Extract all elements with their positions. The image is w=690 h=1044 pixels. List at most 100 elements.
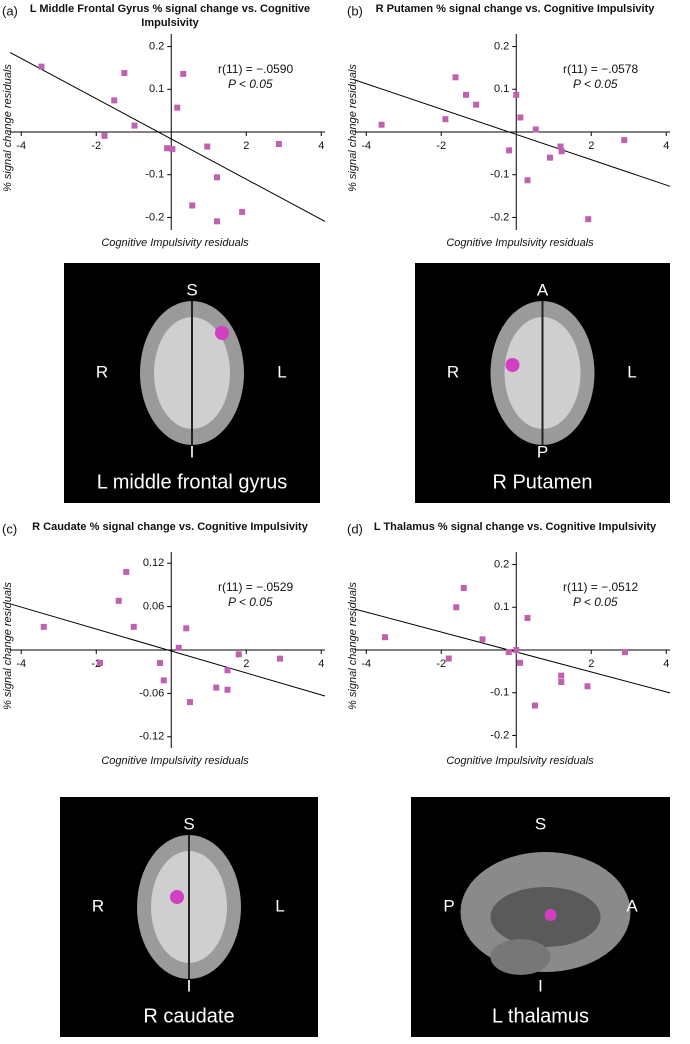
point [214,174,220,181]
orientation-label: R [447,362,459,381]
point [121,70,128,77]
orientation-label: P [443,896,454,915]
point [115,597,122,604]
point [40,623,47,630]
title-box: R Caudate % signal change vs. Cognitive … [32,521,308,533]
point [557,143,564,150]
orientation-label: L [627,362,636,381]
point [517,114,524,121]
point [463,91,469,98]
x-tick-label: -2 [436,140,446,152]
x-axis-label: Cognitive Impulsivity residuals [101,755,249,767]
chart-title: L Middle Frontal Gyrus % signal change v… [29,3,311,29]
x-tick-label: -4 [16,658,26,670]
point [214,218,220,225]
title-box: L Middle Frontal Gyrus % signal change v… [29,3,311,29]
brain-image: S R L I L middle frontal gyrus [64,263,320,503]
point [111,97,118,104]
point [275,140,282,147]
orientation-label: R [96,362,108,381]
x-tick-label: -2 [436,658,446,670]
point [130,623,137,630]
chart-title: R Putamen % signal change vs. Cognitive … [375,3,655,15]
x-axis-label: Cognitive Impulsivity residuals [101,237,249,249]
point [101,132,108,139]
point [460,585,467,592]
point [235,651,242,658]
fit-line [354,608,671,694]
panel-label: (a) [2,3,18,18]
point [97,660,103,667]
point [174,104,181,111]
point [453,604,460,611]
orientation-label: R [92,896,104,915]
chart-title: R Caudate % signal change vs. Cognitive … [32,521,308,533]
y-tick-label: -0.12 [139,731,164,743]
orientation-label: I [187,976,192,995]
fit-line [354,79,671,187]
y-tick-label: 0.1 [494,601,509,613]
orientation-label: I [190,442,195,461]
x-tick-label: 2 [243,140,249,152]
point [524,614,531,621]
fit-line [9,603,326,697]
region-label: R Putamen [492,471,592,493]
title-box: R Putamen % signal change vs. Cognitive … [375,3,655,15]
orientation-label: A [626,896,638,915]
y-axis-label: % signal change residuals [347,64,359,192]
highlight [215,326,229,340]
y-tick-label: -0.2 [145,211,164,223]
y-tick-label: 0.2 [494,558,509,570]
x-tick-label: -4 [361,658,371,670]
y-tick-label: 0.12 [143,557,164,569]
point [505,649,512,656]
x-axis-label: Cognitive Impulsivity residuals [446,237,594,249]
panel-label: (d) [347,521,363,536]
point [513,91,520,98]
fit-line [9,51,326,222]
x-tick-label: 4 [663,658,669,670]
point [442,116,449,123]
point [584,683,591,690]
point [123,568,130,575]
point [180,70,187,77]
x-tick-label: 2 [243,658,249,670]
point [513,647,520,653]
y-axis-label: % signal change residuals [2,582,14,710]
annotation: P < 0.05 [228,595,273,609]
point [506,147,513,154]
point [224,667,231,674]
brain-image: S P A I L thalamus [411,797,670,1037]
point [445,655,452,662]
y-tick-label: -0.1 [145,169,164,181]
point [558,672,565,679]
brain-image: S R L I R caudate [60,797,318,1037]
orientation-label: S [183,814,194,833]
panel-label: (b) [347,3,363,18]
y-tick-label: 0.1 [494,83,509,95]
x-tick-label: 4 [663,140,669,152]
point [183,625,190,632]
x-tick-label: 4 [318,140,324,152]
x-tick-label: -4 [361,140,371,152]
point [378,121,385,128]
point [558,148,565,155]
orientation-label: S [186,280,197,299]
point [621,137,628,144]
annotation: P < 0.05 [573,77,618,91]
panel-label: (c) [2,521,17,536]
y-tick-label: 0.1 [149,83,164,95]
point [38,63,45,70]
y-tick-label: -0.2 [490,211,509,223]
point [473,101,480,108]
y-tick-label: 0.2 [149,40,164,52]
x-tick-label: -2 [91,658,101,670]
point [204,143,211,150]
point [622,649,628,656]
orientation-label: P [537,442,548,461]
point [524,177,531,184]
point [187,699,193,706]
region-label: L thalamus [492,1005,589,1027]
annotation: r(11) = −.0578 [563,62,638,76]
